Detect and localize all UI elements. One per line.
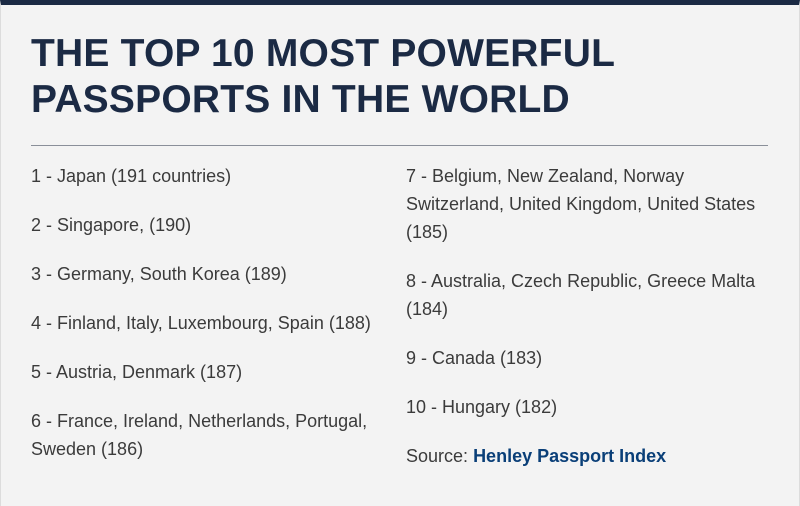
ranking-item-6: 6 - France, Ireland, Netherlands, Portug…	[31, 411, 368, 459]
ranking-item-4: 4 - Finland, Italy, Luxembourg, Spain (1…	[31, 313, 371, 333]
page-title: THE TOP 10 MOST POWERFUL PASSPORTS IN TH…	[31, 31, 751, 123]
source-line: Source: Henley Passport Index	[406, 442, 771, 470]
ranking-item-7: 7 - Belgium, New Zealand, Norway Switzer…	[406, 166, 756, 242]
rankings-right-column: 7 - Belgium, New Zealand, Norway Switzer…	[406, 162, 771, 470]
source-label: Source:	[406, 446, 469, 466]
ranking-item-2: 2 - Singapore, (190)	[31, 215, 192, 235]
ranking-item-1: 1 - Japan (191 countries)	[31, 166, 232, 186]
source-link[interactable]: Henley Passport Index	[473, 446, 667, 466]
ranking-item-8: 8 - Australia, Czech Republic, Greece Ma…	[406, 271, 756, 319]
title-line-1: THE TOP 10 MOST POWERFUL	[31, 32, 616, 75]
ranking-item-3: 3 - Germany, South Korea (189)	[31, 264, 287, 284]
ranking-item-5: 5 - Austria, Denmark (187)	[31, 362, 243, 382]
title-divider	[31, 145, 768, 146]
title-line-2: PASSPORTS IN THE WORLD	[31, 78, 570, 121]
ranking-item-10: 10 - Hungary (182)	[406, 397, 558, 417]
ranking-item-9: 9 - Canada (183)	[406, 348, 543, 368]
rankings-left-column: 1 - Japan (191 countries) 2 - Singapore,…	[31, 162, 386, 484]
